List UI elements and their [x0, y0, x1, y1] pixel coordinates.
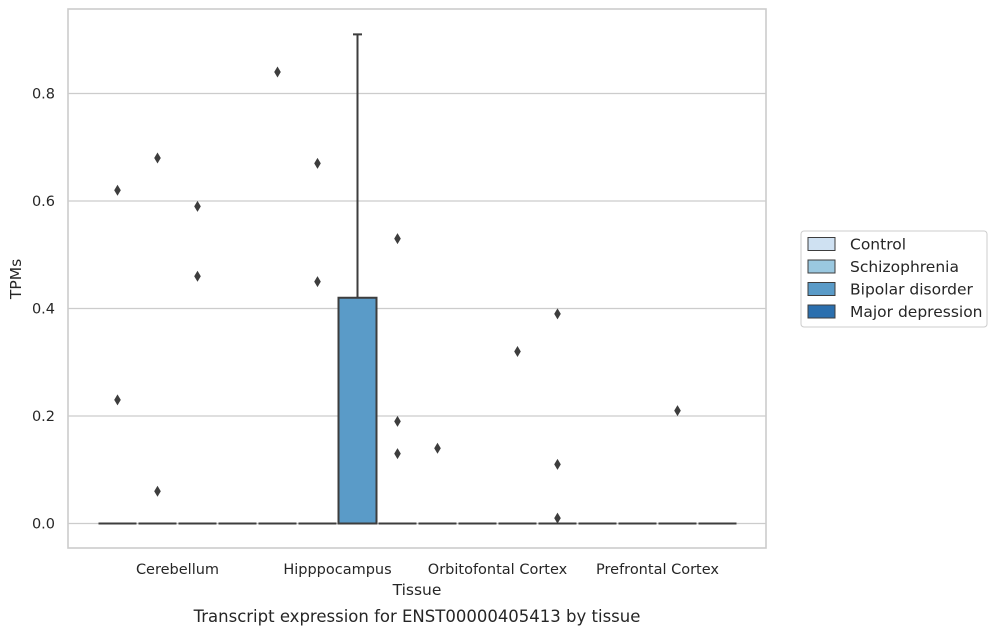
- outlier-point: [554, 512, 561, 524]
- outlier-point: [554, 308, 561, 320]
- x-axis-label: Tissue: [392, 581, 442, 599]
- outlier-point: [674, 405, 681, 417]
- x-tick-label: Prefrontal Cortex: [596, 562, 719, 578]
- outlier-point: [434, 442, 441, 454]
- legend-swatch: [807, 237, 836, 251]
- legend-entries: Control Schizophrenia Bipolar disorder Majo…: [807, 236, 983, 321]
- x-tick-labels: Cerebellum Hipppocampus Orbitofontal Corte…: [136, 562, 719, 578]
- outlier-point: [274, 66, 281, 78]
- outlier-point: [114, 394, 121, 406]
- box-group: [337, 33, 378, 525]
- y-tick-labels: 0.0 0.2 0.4 0.6 0.8: [32, 87, 55, 533]
- outlier-point: [154, 485, 161, 497]
- outlier-point: [514, 346, 521, 357]
- legend-swatch: [807, 282, 836, 296]
- y-axis-label: TPMs: [7, 259, 25, 300]
- legend-frame: [800, 230, 988, 328]
- chart-caption: Transcript expression for ENST0000040541…: [193, 607, 641, 626]
- box-layer: [98, 33, 737, 525]
- outlier-point: [194, 270, 201, 282]
- legend-label: Bipolar disorder: [850, 281, 974, 299]
- x-tick-label: Orbitofontal Cortex: [428, 562, 568, 578]
- y-tick-label: 0.4: [32, 302, 55, 318]
- legend-label: Schizophrenia: [850, 258, 959, 276]
- outlier-point: [394, 233, 401, 245]
- plot-frame: [67, 8, 767, 549]
- outlier-layer: [114, 66, 681, 524]
- legend: Control Schizophrenia Bipolar disorder Majo…: [800, 230, 988, 328]
- x-tick-label: Cerebellum: [136, 562, 219, 578]
- x-tick-label: Hipppocampus: [283, 562, 391, 578]
- y-tick-label: 0.6: [32, 194, 55, 210]
- y-tick-label: 0.2: [32, 409, 55, 425]
- legend-label: Control: [850, 236, 906, 254]
- legend-swatch: [807, 304, 836, 319]
- outlier-point: [314, 157, 321, 169]
- legend-swatch: [807, 259, 836, 274]
- y-tick-label: 0.8: [32, 87, 55, 103]
- outlier-point: [554, 458, 561, 470]
- outlier-point: [394, 448, 401, 460]
- outlier-point: [114, 184, 121, 196]
- outlier-point: [194, 200, 201, 212]
- box-rect: [337, 296, 378, 525]
- outlier-point: [314, 276, 321, 288]
- y-tick-label: 0.0: [32, 517, 55, 533]
- outlier-point: [394, 415, 401, 427]
- outlier-point: [154, 152, 161, 164]
- legend-label: Major depression: [850, 303, 983, 321]
